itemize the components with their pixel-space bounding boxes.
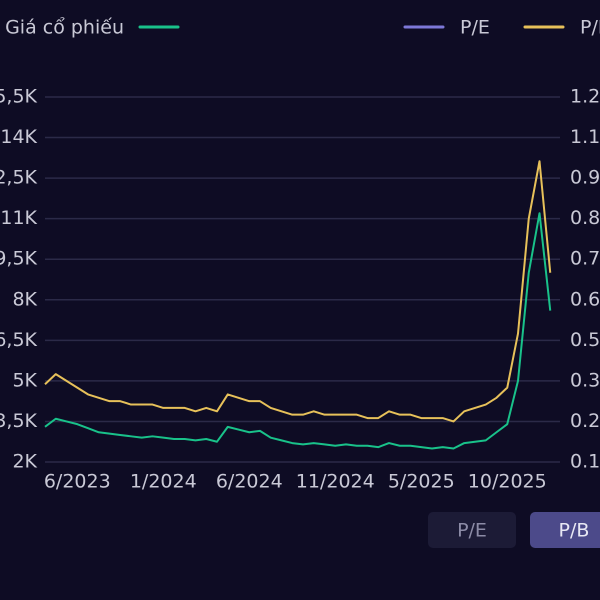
x-tick-label: 6/2024 (216, 471, 283, 493)
y2-tick-label: 0.2 (570, 410, 600, 432)
legend-label: P/B (580, 17, 600, 39)
x-tick-label: 11/2024 (296, 471, 375, 493)
y-tick-label: 3,5K (0, 410, 38, 432)
y2-tick-label: 1.1 (570, 126, 600, 148)
x-tick-label: 5/2025 (388, 471, 455, 493)
y-tick-label: 6,5K (0, 329, 38, 351)
y2-tick-label: 0.3 (570, 369, 600, 391)
y-tick-label: 5K (12, 369, 37, 391)
button-bg (530, 512, 600, 548)
y-tick-label: 11K (0, 207, 37, 229)
button-label: P/E (457, 520, 487, 542)
toggle-button[interactable]: P/B (530, 512, 600, 548)
y2-tick-label: 0.9 (570, 167, 600, 189)
y2-tick-label: 0.5 (570, 329, 600, 351)
series-line (44, 160, 552, 423)
x-tick-label: 10/2025 (468, 471, 547, 493)
button-bg (428, 512, 516, 548)
y2-tick-label: 0.7 (570, 248, 600, 270)
x-tick-label: 1/2024 (130, 471, 197, 493)
x-tick-label: 6/2023 (44, 471, 111, 493)
button-label: P/B (559, 520, 590, 542)
legend-label: Giá cổ phiếu (5, 17, 124, 39)
y2-tick-label: 1.2 (570, 86, 600, 108)
y2-tick-label: 0.8 (570, 207, 600, 229)
y-tick-label: 14K (0, 126, 37, 148)
y2-tick-label: 0.6 (570, 288, 600, 310)
y2-tick-label: 0.1 (570, 451, 600, 473)
legend-label: P/E (460, 17, 490, 39)
toggle-button[interactable]: P/E (428, 512, 516, 548)
y-tick-label: 9,5K (0, 248, 38, 270)
y-tick-label: 15,5K (0, 86, 38, 108)
y-tick-label: 2K (12, 451, 37, 473)
series-line (44, 212, 552, 450)
y-tick-label: 12,5K (0, 167, 38, 189)
y-tick-label: 8K (12, 288, 37, 310)
